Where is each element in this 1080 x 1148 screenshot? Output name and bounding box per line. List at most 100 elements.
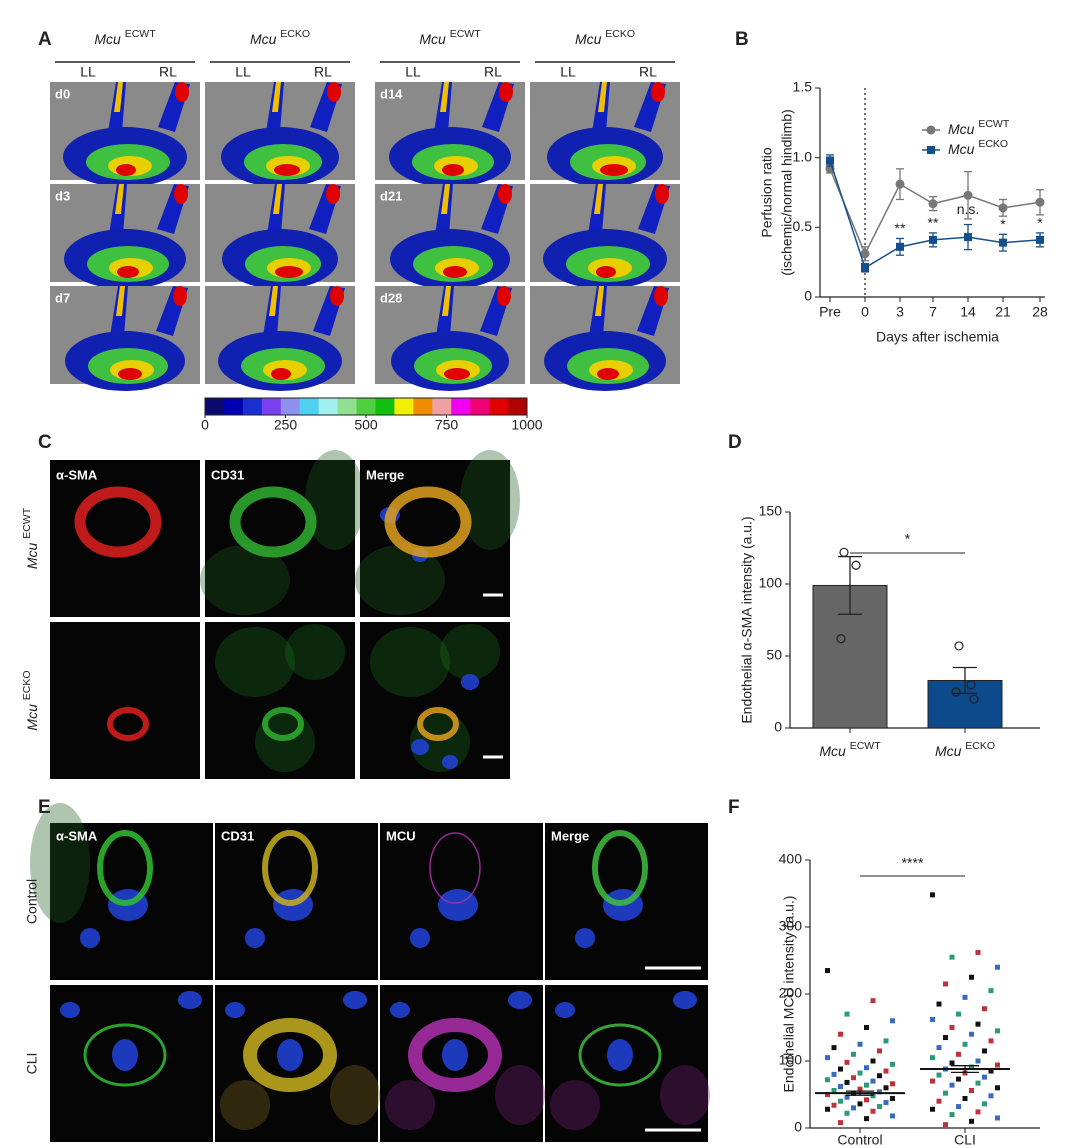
- perfusion-image: [205, 184, 355, 289]
- stain-label: α-SMA: [56, 828, 98, 843]
- data-point: [949, 954, 955, 960]
- data-point: [949, 1082, 955, 1088]
- data-point: [895, 179, 905, 189]
- vessel-ring: [384, 486, 472, 558]
- data-point: [936, 1001, 942, 1007]
- data-point: [975, 1080, 981, 1086]
- data-point: [890, 1096, 895, 1102]
- x-tick-label: 28: [1032, 304, 1048, 320]
- data-point: [838, 1031, 843, 1037]
- data-point: [864, 1065, 869, 1071]
- data-point: [877, 1073, 882, 1079]
- data-point: [883, 1085, 889, 1091]
- gene: Mcu: [94, 31, 124, 47]
- body-hot: [444, 368, 470, 380]
- x-axis-label: Days after ischemia: [876, 329, 999, 345]
- gene: Mcu: [24, 539, 40, 569]
- data-point: [988, 988, 994, 994]
- limb-label: LL: [560, 64, 576, 80]
- data-point: [936, 1098, 942, 1104]
- genotype: ECKO: [978, 138, 1008, 150]
- data-point: [969, 1031, 974, 1037]
- panel-label: D: [728, 432, 742, 453]
- hot-spot: [654, 286, 668, 306]
- data-point: [995, 1062, 1000, 1068]
- data-point: [928, 199, 938, 209]
- data-point: [998, 203, 1008, 213]
- hot-spot: [327, 82, 341, 102]
- tissue-haze: [285, 624, 345, 680]
- data-point: [930, 1016, 935, 1022]
- vessel-ring: [417, 707, 459, 741]
- data-point: [851, 1051, 856, 1057]
- data-point: [861, 263, 869, 272]
- limb-label: RL: [159, 64, 177, 80]
- hot-spot: [651, 82, 665, 102]
- data-point: [962, 1041, 968, 1047]
- colorbar-cell: [223, 398, 244, 415]
- image-bg: [360, 460, 510, 617]
- perfusion-image: [375, 82, 525, 187]
- genotype: ECWT: [450, 28, 481, 40]
- data-point: [943, 1035, 948, 1041]
- tissue-haze: [370, 627, 450, 697]
- nucleus: [277, 1039, 303, 1071]
- image-bg: [50, 460, 200, 617]
- group-header: Mcu ECWT: [419, 28, 481, 47]
- perfusion-image: [530, 184, 680, 289]
- hot-spot: [174, 184, 188, 204]
- genotype: ECWT: [21, 507, 33, 538]
- data-point: [864, 1082, 869, 1088]
- data-point: [851, 1075, 856, 1081]
- limb-left-core: [116, 286, 125, 316]
- data-point: [930, 892, 935, 898]
- micrograph: [50, 622, 200, 779]
- data-point: [857, 1041, 863, 1047]
- vessel-ring: [107, 707, 149, 741]
- data-point: [982, 1101, 987, 1107]
- tissue-haze: [215, 627, 295, 697]
- tissue-haze: [660, 1065, 710, 1125]
- panel-label: C: [38, 432, 52, 453]
- x-tick-label: CLI: [954, 1132, 976, 1148]
- data-point: [844, 1110, 850, 1116]
- nucleus: [178, 991, 202, 1009]
- data-point: [825, 1092, 830, 1097]
- genotype: ECWT: [125, 28, 156, 40]
- hot-spot: [326, 184, 340, 204]
- gene: Mcu: [948, 121, 978, 137]
- day-label: d21: [380, 188, 402, 203]
- significance-label: ****: [902, 855, 924, 871]
- data-point: [949, 1025, 955, 1030]
- stain-label: CD31: [211, 467, 244, 482]
- data-point: [877, 1104, 882, 1110]
- colorbar-tick-label: 750: [435, 417, 459, 433]
- significance-label: n.s.: [957, 201, 980, 217]
- colorbar-cell: [451, 398, 471, 415]
- data-point: [988, 1093, 994, 1099]
- colorbar-tick-label: 250: [274, 417, 298, 433]
- colorbar-cell: [356, 398, 376, 415]
- y-tick-label: 300: [779, 918, 803, 934]
- row-label: Control: [24, 879, 40, 924]
- hot-spot: [499, 82, 513, 102]
- data-point: [825, 1055, 830, 1061]
- nucleus: [442, 1039, 468, 1071]
- micrograph: [215, 985, 380, 1142]
- perfusion-image: [205, 286, 355, 391]
- data-point: [936, 1045, 942, 1051]
- y-tick-label: 0.5: [793, 218, 813, 234]
- data-point: [975, 1109, 981, 1115]
- gene: Mcu: [575, 31, 605, 47]
- day-label: d7: [55, 290, 70, 305]
- body-hot: [275, 266, 303, 278]
- significance-label: **: [895, 220, 906, 236]
- data-point: [975, 949, 981, 955]
- tissue-haze: [460, 450, 520, 550]
- data-point: [995, 964, 1000, 970]
- group-header: Mcu ECKO: [250, 28, 310, 47]
- data-point: [943, 1122, 948, 1128]
- limb-label: RL: [314, 64, 332, 80]
- tissue-haze: [550, 1080, 600, 1130]
